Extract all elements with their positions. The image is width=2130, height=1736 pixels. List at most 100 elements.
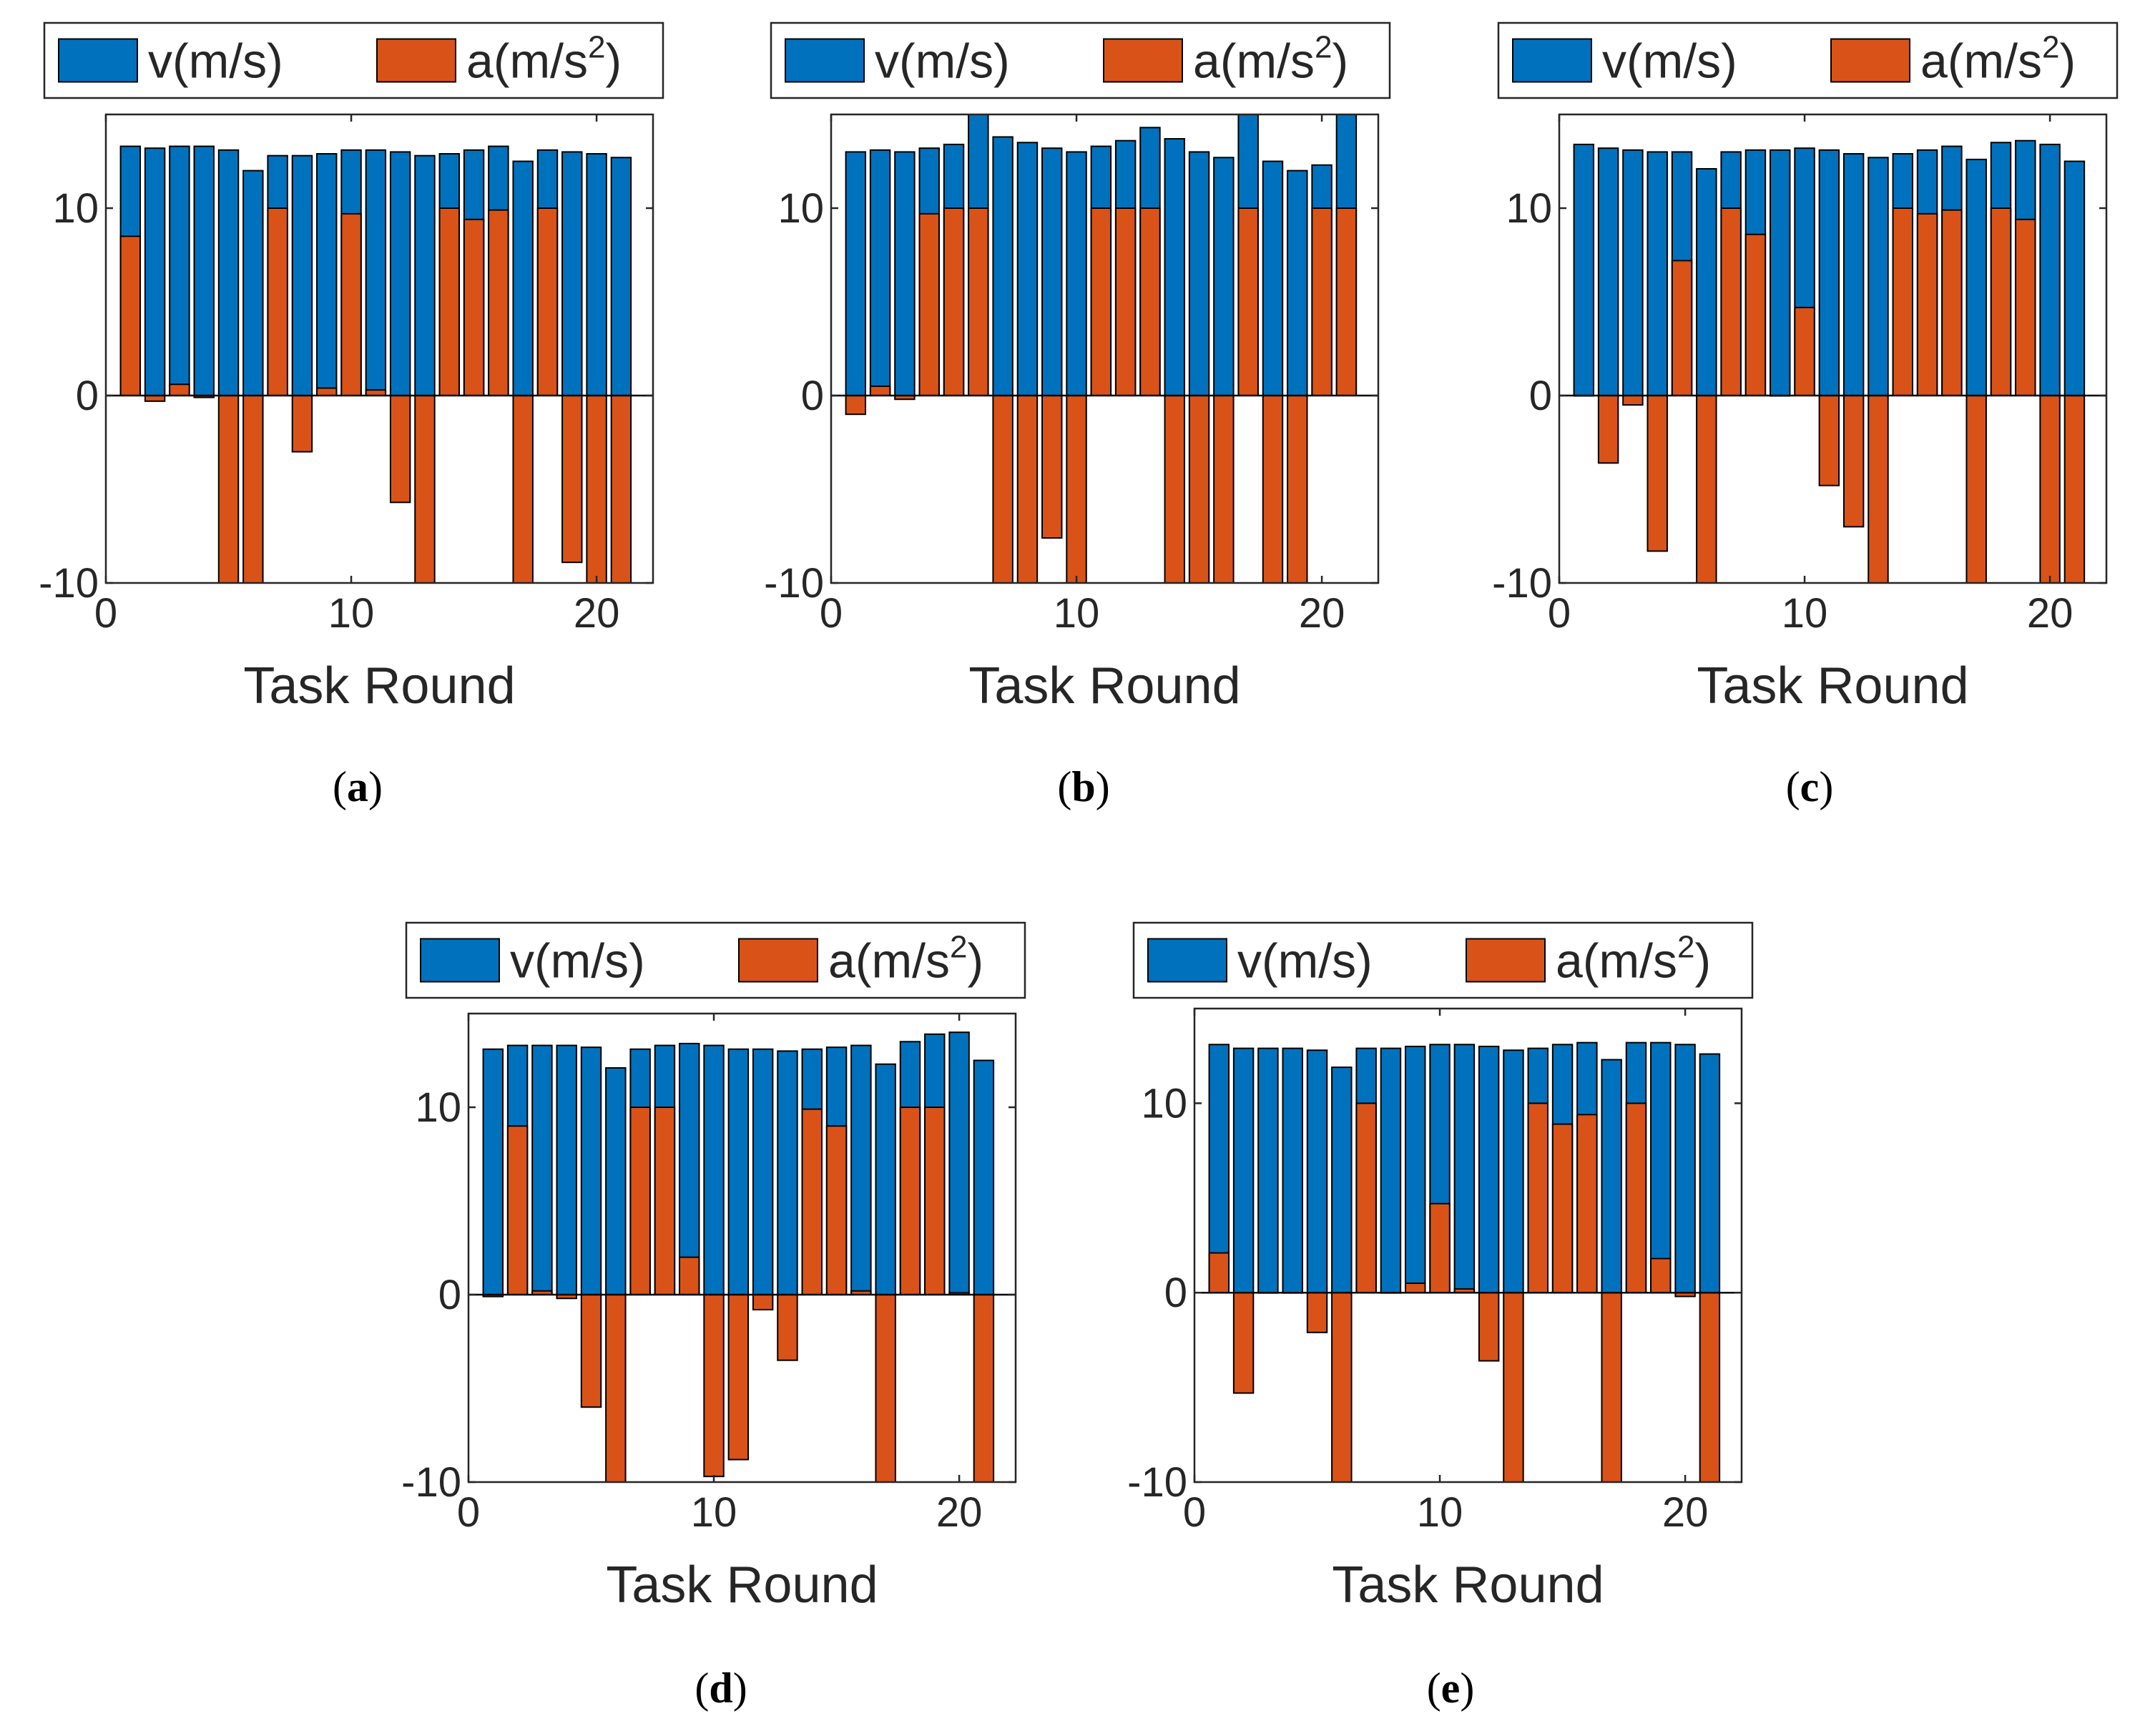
legend-label-acceleration-exponent: 2 — [950, 930, 967, 965]
a-bar — [2039, 395, 2061, 583]
a-bar — [1818, 395, 1840, 486]
legend-label-acceleration: a(m/s2) — [1920, 30, 2076, 89]
v-bar — [1380, 1047, 1402, 1294]
a-bar — [801, 1108, 823, 1295]
v-bar — [1257, 1047, 1279, 1294]
a-bar — [1622, 395, 1644, 406]
legend-swatch-acceleration — [376, 38, 456, 83]
v-bar — [1164, 138, 1185, 396]
v-bar — [845, 151, 867, 396]
a-bar — [943, 207, 965, 396]
a-bar — [1331, 1292, 1353, 1482]
x-tick-label: 0 — [1183, 1489, 1206, 1536]
legend-label-acceleration-base: a(m/s — [828, 934, 950, 989]
x-tick-label: 10 — [691, 1489, 737, 1536]
legend-box — [770, 21, 1391, 99]
a-bar — [924, 1107, 946, 1295]
v-bar — [512, 160, 534, 396]
x-axis-label: Task Round — [243, 657, 515, 715]
a-bar — [169, 383, 190, 397]
legend-label-acceleration-close: ) — [1694, 934, 1711, 989]
v-bar — [1503, 1049, 1524, 1294]
a-bar — [968, 207, 989, 396]
x-tick-label: 10 — [1782, 590, 1828, 637]
legend-label-acceleration-base: a(m/s — [1556, 934, 1677, 989]
v-bar — [1331, 1066, 1353, 1294]
v-bar — [169, 145, 190, 396]
y-tick-label: -10 — [401, 1459, 461, 1506]
legend-label-acceleration-exponent: 2 — [1315, 30, 1332, 65]
a-bar — [752, 1294, 774, 1310]
a-bar — [1287, 395, 1308, 583]
a-bar — [1066, 395, 1087, 583]
y-tick-label: 0 — [1164, 1270, 1187, 1316]
a-bar — [1429, 1202, 1451, 1294]
legend-label-acceleration: a(m/s2) — [466, 30, 622, 89]
v-bar — [1208, 1044, 1230, 1294]
a-bar — [1016, 395, 1039, 583]
x-axis-label: Task Round — [1697, 657, 1968, 715]
v-bar — [580, 1046, 602, 1296]
v-bar — [1188, 151, 1210, 396]
legend-label-velocity: v(m/s) — [1602, 34, 1737, 89]
a-bar — [1601, 1292, 1622, 1482]
v-bar — [869, 149, 891, 396]
legend-label-acceleration-exponent: 2 — [1677, 930, 1694, 965]
v-bar — [1818, 149, 1840, 396]
a-bar — [1232, 1292, 1255, 1394]
legend-box — [43, 21, 664, 99]
a-bar — [1941, 209, 1963, 396]
legend-swatch-acceleration — [1103, 38, 1183, 83]
panel-caption: (b) — [1057, 763, 1109, 810]
bars-group — [482, 1031, 995, 1482]
a-bar — [875, 1294, 896, 1482]
a-bar — [1405, 1282, 1426, 1294]
a-bar — [869, 385, 891, 397]
v-bar — [531, 1044, 553, 1296]
a-bar — [1650, 1257, 1672, 1294]
y-tick-label: -10 — [1127, 1459, 1187, 1506]
axes-box — [830, 113, 1380, 584]
bars-group — [119, 145, 632, 583]
a-bar — [242, 395, 264, 583]
panel-caption-letter: c — [1800, 763, 1820, 810]
v-bar — [144, 147, 166, 396]
a-bar — [414, 395, 436, 583]
v-bar — [1213, 157, 1235, 396]
v-bar — [1453, 1044, 1476, 1294]
v-bar — [1622, 149, 1644, 396]
v-bar — [1478, 1045, 1500, 1294]
a-bar — [1696, 395, 1717, 583]
v-bar — [1066, 151, 1087, 396]
legend-swatch-acceleration — [1830, 38, 1910, 83]
v-bar — [1699, 1053, 1721, 1294]
a-bar — [654, 1107, 676, 1295]
panel-caption-close: ) — [368, 763, 383, 810]
a-bar — [1478, 1292, 1500, 1362]
y-tick-label: 0 — [438, 1272, 461, 1318]
a-bar — [973, 1294, 995, 1482]
panel-caption: (d) — [695, 1664, 747, 1712]
a-bar — [1892, 207, 1913, 396]
legend-label-acceleration: a(m/s2) — [1556, 930, 1711, 989]
legend-label-acceleration-exponent: 2 — [2042, 30, 2059, 65]
x-tick-label: 20 — [2027, 590, 2073, 637]
a-bar — [1139, 207, 1161, 396]
v-bar — [992, 136, 1014, 396]
legend-label-acceleration-close: ) — [605, 34, 622, 89]
y-tick-label: -10 — [39, 560, 99, 607]
v-bar — [242, 170, 264, 396]
a-bar — [1213, 395, 1235, 583]
a-bar — [727, 1294, 750, 1461]
legend: v(m/s) a(m/s2) — [1132, 921, 1754, 999]
v-bar — [610, 157, 632, 396]
panel-caption-close: ) — [1096, 763, 1110, 810]
v-bar — [875, 1063, 896, 1295]
a-bar — [217, 395, 240, 583]
a-bar — [1041, 395, 1063, 539]
a-bar — [899, 1107, 921, 1295]
legend-swatch-acceleration — [738, 938, 818, 983]
